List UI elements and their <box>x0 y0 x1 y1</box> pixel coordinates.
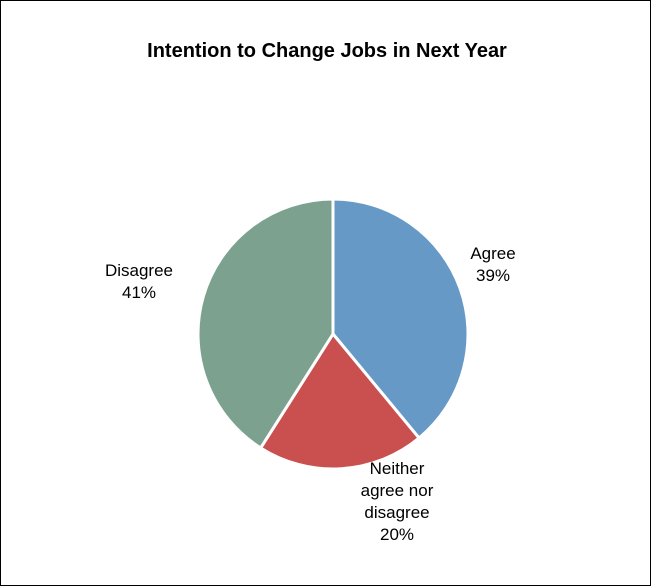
slice-value-label: 20% <box>380 525 414 544</box>
pie-slices <box>196 197 470 471</box>
slice-category-label: agree nor <box>361 481 434 500</box>
slice-label-agree: Agree 39% <box>470 244 515 285</box>
chart-title: Intention to Change Jobs in Next Year <box>147 40 507 62</box>
slice-category-label: disagree <box>364 503 429 522</box>
slice-label-neither-agree-nor-disagree: Neither agree nor disagree 20% <box>361 459 434 544</box>
slice-category-label: Neither <box>370 459 425 478</box>
pie-slice-neither-agree-nor-disagree <box>259 332 421 471</box>
pie-labels: Agree 39% Neither agree nor disagree 20% Disag… <box>105 244 516 544</box>
slice-value-label: 39% <box>476 266 510 285</box>
pie-slice-disagree <box>196 197 335 450</box>
pie-slice-agree <box>331 197 470 440</box>
slice-category-label: Agree <box>470 244 515 263</box>
slice-value-label: 41% <box>122 283 156 302</box>
slice-label-disagree: Disagree 41% <box>105 261 173 302</box>
slice-category-label: Disagree <box>105 261 173 280</box>
